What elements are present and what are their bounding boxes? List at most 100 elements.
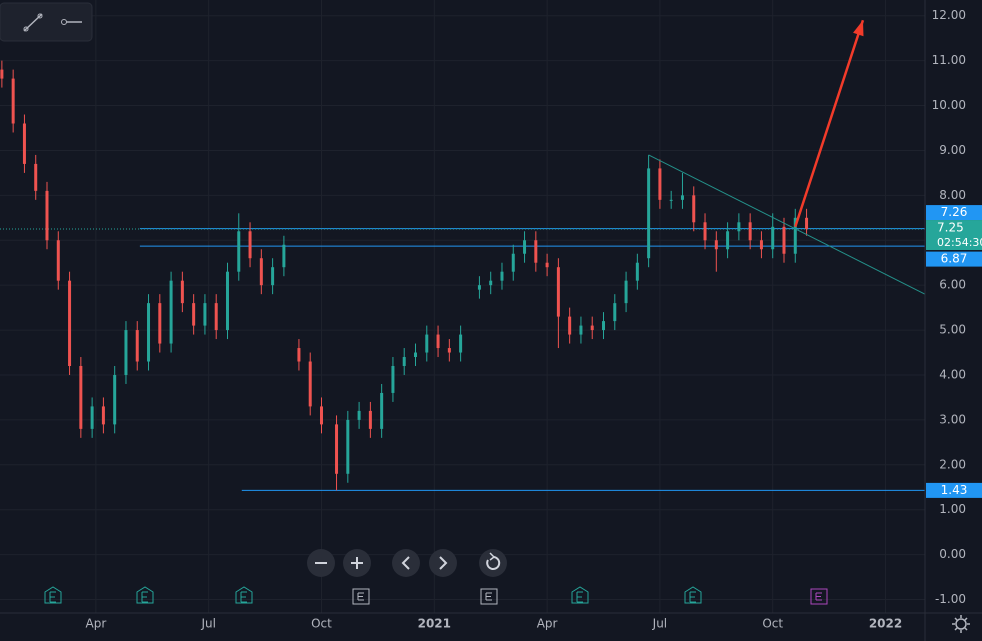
candle-body (726, 231, 730, 250)
trend-line (648, 154, 926, 295)
earnings-shape (352, 588, 370, 605)
candle-body (556, 267, 560, 317)
button-icon (489, 552, 496, 561)
zoom-in-button[interactable] (343, 549, 371, 577)
earnings-shape (571, 586, 589, 604)
candle-body (368, 410, 372, 429)
x-tick-label: Oct (762, 617, 783, 631)
candle-body (511, 253, 515, 272)
earnings-shape (480, 588, 498, 605)
x-tick-label: Apr (86, 617, 107, 631)
candle-body (534, 240, 538, 263)
button-bg (392, 549, 420, 577)
candle-body (357, 410, 361, 420)
candle-body (319, 406, 323, 425)
candle-body (56, 240, 60, 281)
ray-tool[interactable] (61, 19, 83, 25)
arrow-head (853, 20, 864, 37)
earnings-letter (240, 591, 247, 603)
candle-body (669, 199, 673, 201)
x-tick-label: 2021 (418, 617, 451, 631)
navigation (307, 549, 507, 577)
candle-body (523, 240, 527, 254)
earnings-shape (44, 586, 62, 604)
candle-body (335, 424, 339, 474)
y-tick-label: 6.00 (939, 278, 966, 292)
settings-button[interactable] (952, 615, 970, 633)
earnings-letter (689, 591, 696, 603)
scroll-right-button[interactable] (429, 549, 457, 577)
candle-body (308, 361, 312, 407)
candle-body (124, 330, 128, 375)
candle-body (68, 280, 72, 367)
zoom-out-button[interactable] (307, 549, 335, 577)
candle-body (805, 217, 809, 230)
candle-body (568, 316, 572, 335)
reset-button[interactable] (479, 549, 507, 577)
y-tick-label: 0.00 (939, 547, 966, 561)
candle-body (22, 123, 26, 164)
grid (0, 0, 925, 613)
candle-body (34, 163, 38, 191)
earnings-icon[interactable] (352, 588, 370, 605)
candle-body (425, 334, 429, 353)
candle-body (180, 280, 184, 304)
scroll-left-button[interactable] (392, 549, 420, 577)
trend-line-tool[interactable] (23, 13, 43, 32)
earnings-icon[interactable] (480, 588, 498, 605)
candle-body (602, 321, 606, 331)
earnings-letter (485, 592, 492, 601)
button-bg (429, 549, 457, 577)
tool-icon (23, 13, 43, 32)
earnings-markers (44, 586, 828, 605)
candle-body (169, 280, 173, 344)
earnings-shape (136, 586, 154, 604)
candle-body (147, 303, 151, 362)
candle-body (737, 222, 741, 232)
earnings-letter (49, 591, 56, 603)
candle-body (248, 231, 252, 259)
candle-body (714, 240, 718, 250)
tool-icon (23, 26, 29, 32)
x-tick-label: Oct (311, 617, 332, 631)
earnings-icon[interactable] (235, 586, 253, 604)
candle-body (759, 240, 763, 250)
earnings-icon[interactable] (810, 588, 828, 605)
button-icon (486, 555, 501, 570)
button-bg (479, 549, 507, 577)
candle-body (793, 217, 797, 254)
earnings-icon[interactable] (684, 586, 702, 604)
arrow-shaft (794, 19, 865, 228)
candle-body (771, 226, 775, 250)
tool-icon (37, 13, 43, 19)
candle-body (590, 325, 594, 331)
candle-body (380, 392, 384, 429)
toolbar-box (0, 2, 93, 42)
candle-body (447, 348, 451, 353)
y-tick-label: 4.00 (939, 367, 966, 381)
price-label: 7.26 (941, 205, 968, 219)
candle-body (624, 280, 628, 304)
x-tick-label: Jul (200, 617, 215, 631)
y-tick-label: 9.00 (939, 143, 966, 157)
y-tick-label: 1.00 (939, 502, 966, 516)
candle-body (545, 262, 549, 268)
last-price-box (926, 220, 982, 251)
candle-body (489, 280, 493, 286)
earnings-icon[interactable] (571, 586, 589, 604)
candle-body (237, 231, 241, 272)
candle-body (192, 303, 196, 326)
earnings-icon[interactable] (44, 586, 62, 604)
candle-body (346, 419, 350, 474)
earnings-letter (576, 591, 583, 603)
earnings-icon[interactable] (136, 586, 154, 604)
countdown-label: 02:54:30 (937, 236, 982, 249)
price-label-box (926, 251, 982, 267)
candle-body (613, 303, 617, 322)
candle-body (477, 285, 481, 290)
settings-icon (952, 615, 970, 633)
candle-body (271, 267, 275, 286)
candle-body (413, 352, 417, 358)
candle-body (500, 271, 504, 281)
